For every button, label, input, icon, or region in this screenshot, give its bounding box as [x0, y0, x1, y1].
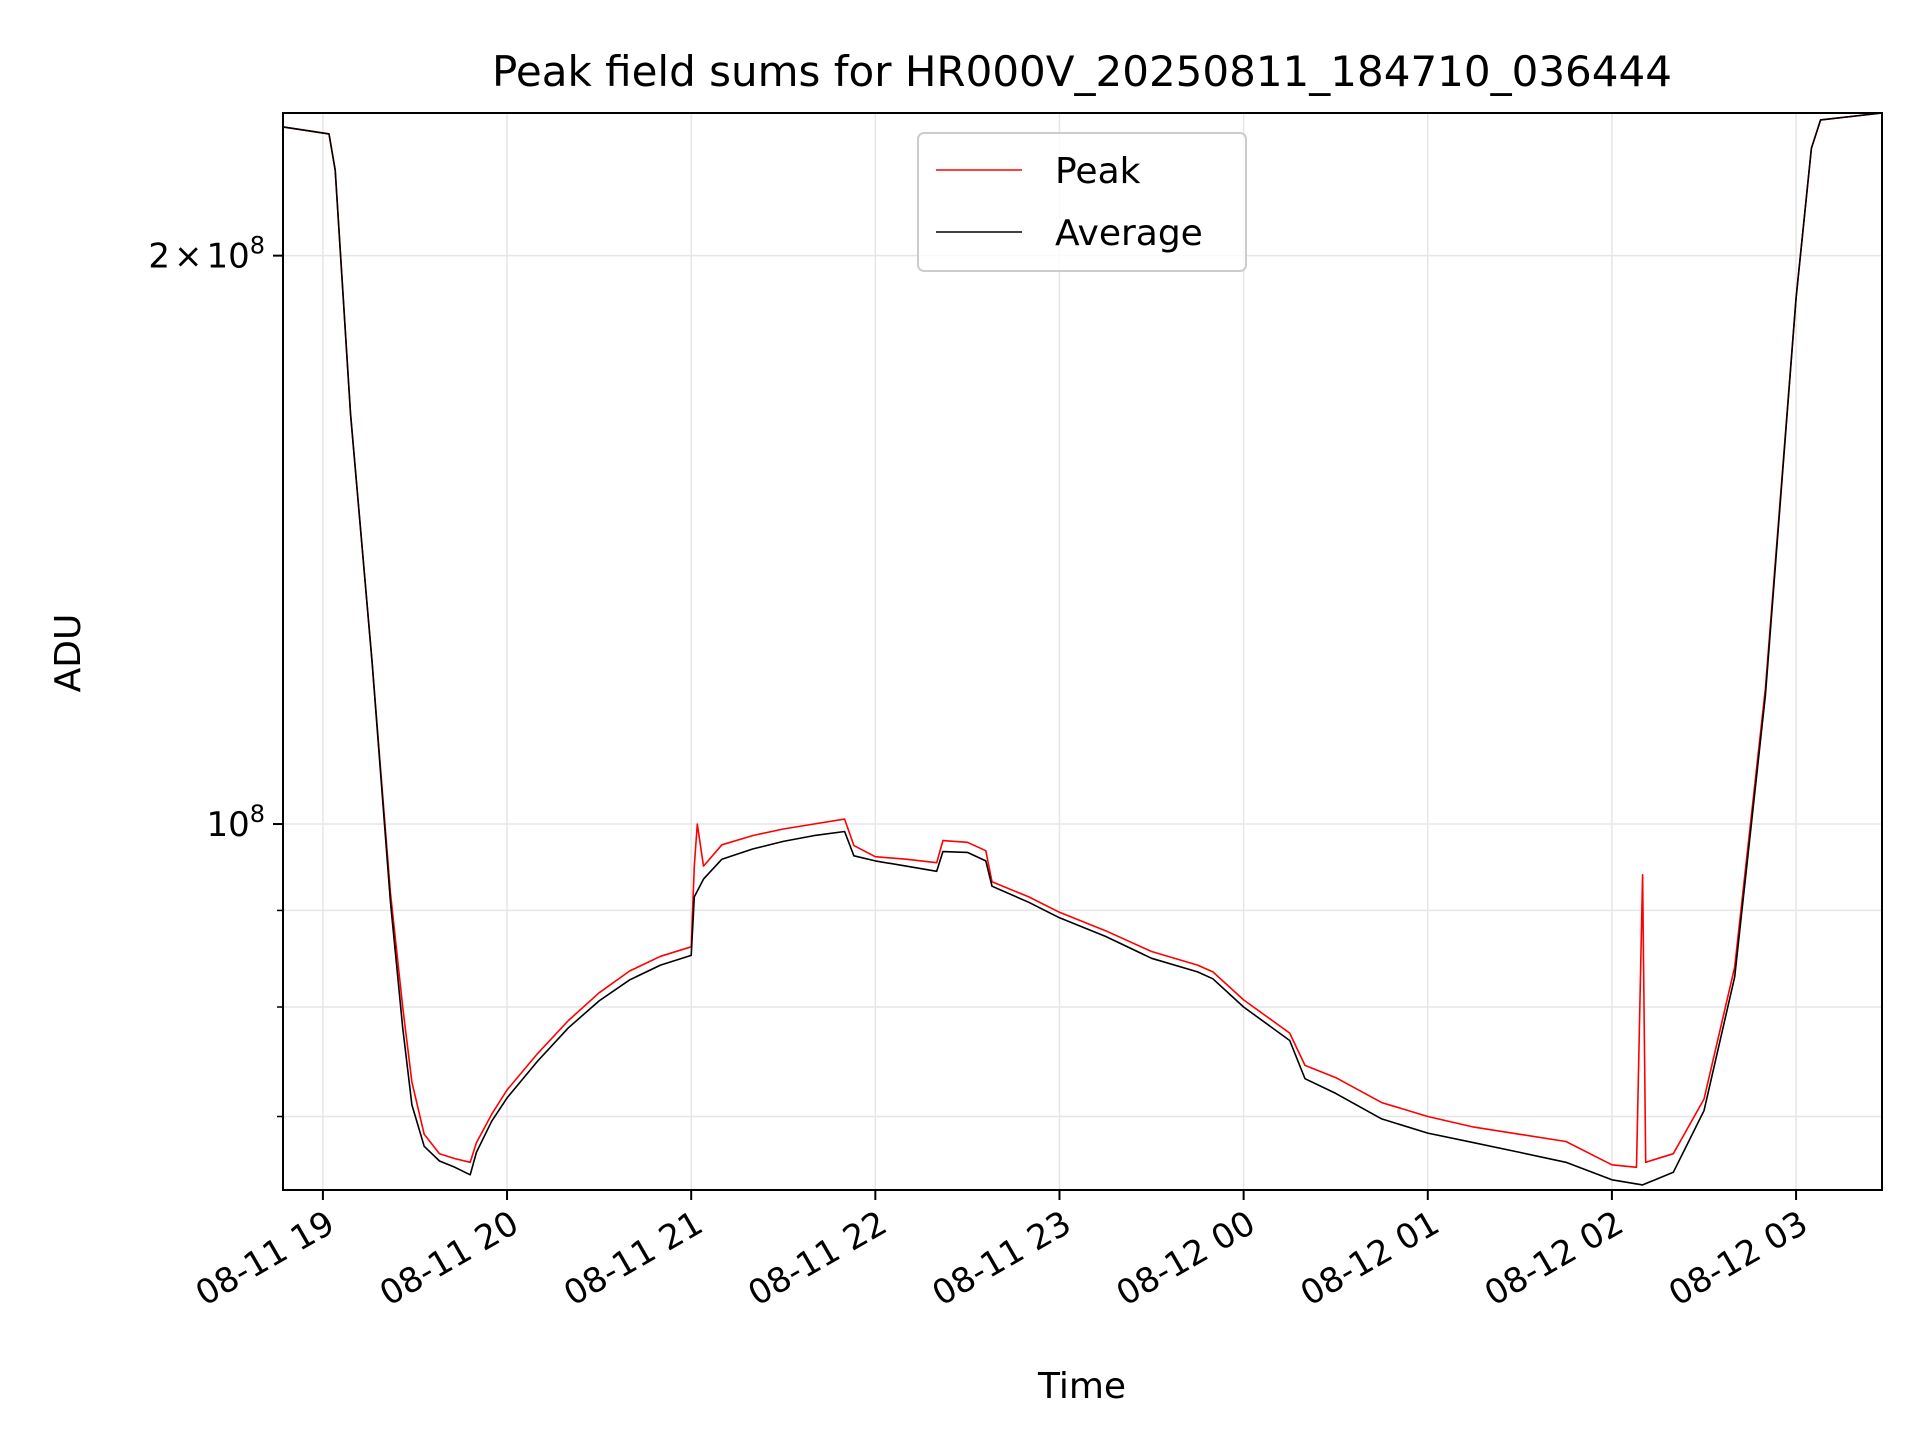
y-tick-exponent: 8	[250, 232, 265, 260]
plot-frame	[282, 112, 1883, 1191]
legend-box	[917, 132, 1247, 272]
y-tick-times-sign: ×	[174, 237, 203, 277]
y-tick-base: 10	[206, 805, 249, 845]
y-tick-exponent: 8	[250, 800, 265, 828]
chart-title: Peak field sums for HR000V_20250811_1847…	[492, 47, 1672, 96]
series-layer	[282, 112, 1883, 1186]
y-axis-label: ADU	[48, 614, 89, 693]
x-axis-label: Time	[1037, 1366, 1126, 1407]
legend: Peak Average	[917, 132, 1247, 272]
y-tick-base: 10	[206, 237, 249, 277]
y-tick-label: 108	[206, 800, 265, 845]
legend-label-average: Average	[1055, 213, 1203, 254]
series-line-average	[282, 112, 1883, 1186]
y-tick-label: 2 × 108	[148, 232, 265, 277]
y-tick-mantissa: 2	[148, 237, 170, 277]
legend-label-peak: Peak	[1055, 151, 1141, 192]
series-line-peak	[282, 112, 1883, 1169]
